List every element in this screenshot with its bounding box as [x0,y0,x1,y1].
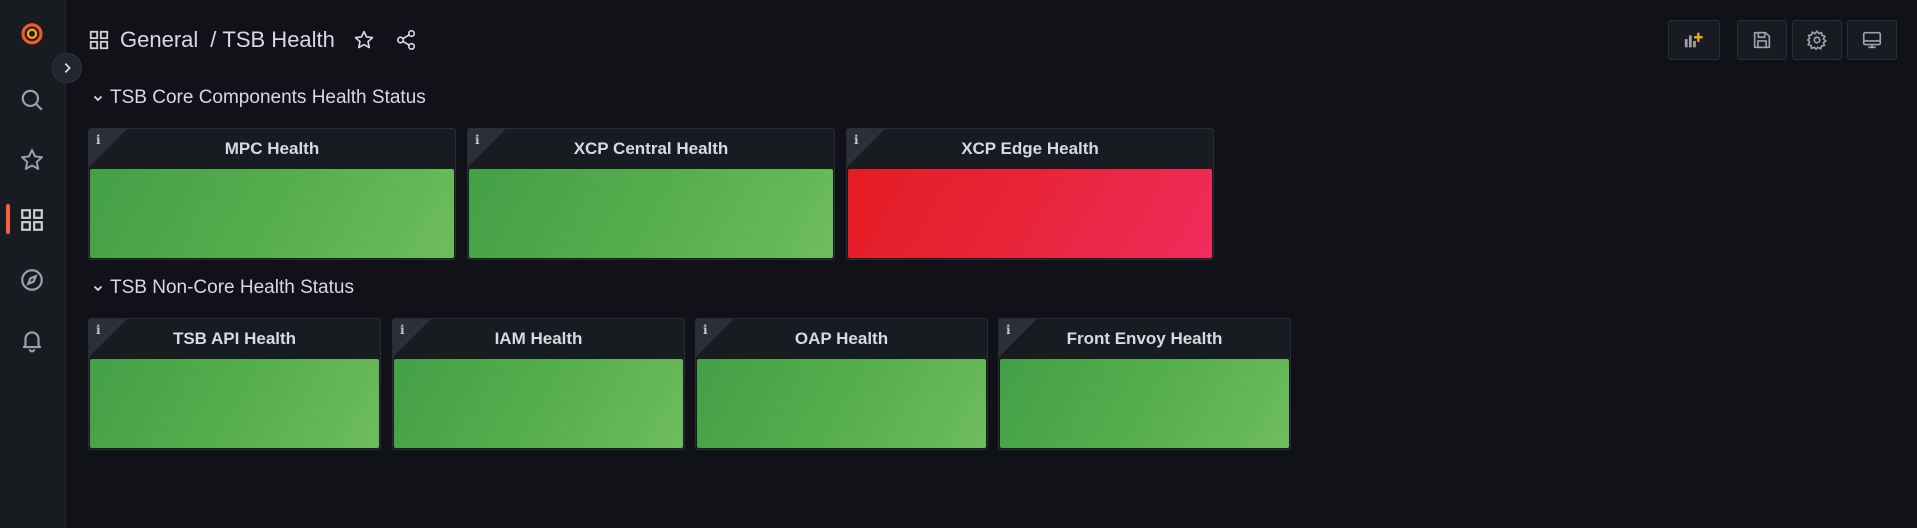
panel-title: TSB API Health [172,329,297,348]
info-icon[interactable]: i [96,323,101,337]
breadcrumb-separator: / [210,27,217,52]
dashboards-grid-icon[interactable] [15,203,49,237]
share-icon[interactable] [393,27,419,53]
tv-mode-button[interactable] [1847,20,1897,60]
dashboards-grid-icon [88,29,110,51]
add-panel-button[interactable] [1668,20,1720,60]
save-dashboard-button[interactable] [1737,20,1787,60]
info-icon[interactable]: i [703,323,708,337]
panel-info-corner[interactable] [696,319,734,357]
info-icon[interactable]: i [854,133,859,147]
info-icon[interactable]: i [96,133,101,147]
panel-info-corner[interactable] [468,129,506,167]
info-icon[interactable]: i [475,133,480,147]
row-core-components[interactable]: TSB Core Components Health Status [92,87,426,109]
compass-icon[interactable] [15,263,49,297]
breadcrumb-folder[interactable]: General [120,27,199,52]
panel-header[interactable]: i XCP Edge Health [847,129,1213,169]
side-menu [0,0,66,528]
status-indicator-healthy [394,359,683,448]
panel-header[interactable]: i Front Envoy Health [999,319,1290,359]
star-icon[interactable] [351,27,377,53]
status-indicator-healthy [1000,359,1289,448]
row-title: TSB Core Components Health Status [110,87,426,108]
panel-front-envoy-health[interactable]: i Front Envoy Health [998,318,1291,450]
search-icon[interactable] [15,83,49,117]
dashboard-toolbar [1664,20,1897,60]
panel-header[interactable]: i IAM Health [393,319,684,359]
panel-info-corner[interactable] [89,319,127,357]
dashboard-nav: General / TSB Health [88,20,419,60]
status-indicator-healthy [90,169,454,258]
panel-title: MPC Health [224,139,320,158]
expand-menu-button[interactable] [52,53,82,83]
tv-mode-icon [1862,31,1882,49]
chevron-down-icon [92,92,104,104]
status-indicator-healthy [90,359,379,448]
panel-title: OAP Health [794,329,889,348]
chevron-down-icon [92,282,104,294]
panel-xcp-edge-health[interactable]: i XCP Edge Health [846,128,1214,260]
bell-icon[interactable] [15,323,49,357]
row-title: TSB Non-Core Health Status [110,277,354,298]
status-indicator-healthy [697,359,986,448]
status-indicator-unhealthy [848,169,1212,258]
panel-info-corner[interactable] [999,319,1037,357]
grafana-logo-icon[interactable] [15,16,49,50]
active-indicator [6,204,10,234]
panel-title: XCP Edge Health [961,139,1099,158]
panel-xcp-central-health[interactable]: i XCP Central Health [467,128,835,260]
panel-tsb-api-health[interactable]: i TSB API Health [88,318,381,450]
panel-title: IAM Health [494,329,583,348]
panel-header[interactable]: i MPC Health [89,129,455,169]
panel-oap-health[interactable]: i OAP Health [695,318,988,450]
settings-gear-icon [1806,29,1828,51]
star-icon[interactable] [15,143,49,177]
panel-info-corner[interactable] [89,129,127,167]
panel-header[interactable]: i TSB API Health [89,319,380,359]
row-non-core[interactable]: TSB Non-Core Health Status [92,277,354,299]
panel-info-corner[interactable] [847,129,885,167]
add-panel-icon [1684,32,1703,48]
panel-mpc-health[interactable]: i MPC Health [88,128,456,260]
chevron-right-icon [64,63,71,73]
panel-header[interactable]: i XCP Central Health [468,129,834,169]
panel-title: Front Envoy Health [1066,329,1223,348]
save-icon [1753,31,1771,49]
panel-title: XCP Central Health [573,139,729,158]
panel-header[interactable]: i OAP Health [696,319,987,359]
info-icon[interactable]: i [1006,323,1011,337]
info-icon[interactable]: i [400,323,405,337]
panel-iam-health[interactable]: i IAM Health [392,318,685,450]
dashboard-settings-button[interactable] [1792,20,1842,60]
page-title[interactable]: TSB Health [222,27,335,52]
status-indicator-healthy [469,169,833,258]
panel-info-corner[interactable] [393,319,431,357]
